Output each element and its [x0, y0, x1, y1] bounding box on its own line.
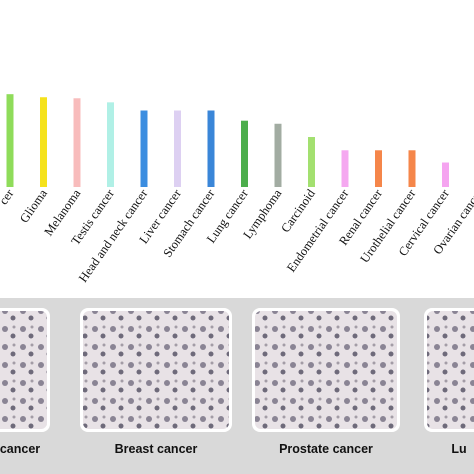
- bar: [6, 94, 14, 187]
- bar: [274, 123, 282, 187]
- bar: [207, 110, 215, 187]
- panel-label: Lu: [451, 442, 466, 456]
- panel-strip: [0, 298, 474, 474]
- bar: [140, 110, 148, 187]
- bar: [442, 162, 449, 187]
- bar: [40, 97, 47, 187]
- panel-label: Breast cancer: [115, 442, 198, 456]
- bar: [341, 150, 349, 187]
- tissue-image: [0, 311, 47, 429]
- panel-label: Prostate cancer: [279, 442, 373, 456]
- tissue-image: [83, 311, 229, 429]
- bar: [375, 150, 382, 187]
- bar: [107, 102, 114, 187]
- x-tick-label: Glioma: [17, 186, 50, 225]
- tissue-image: [255, 311, 397, 429]
- bar: [241, 120, 248, 187]
- x-tick-label: cer: [0, 186, 17, 207]
- bar: [308, 137, 315, 187]
- panel-label: cancer: [0, 442, 40, 456]
- bar: [174, 110, 181, 187]
- bar: [73, 98, 81, 187]
- bar: [408, 150, 416, 187]
- tissue-image: [427, 311, 474, 429]
